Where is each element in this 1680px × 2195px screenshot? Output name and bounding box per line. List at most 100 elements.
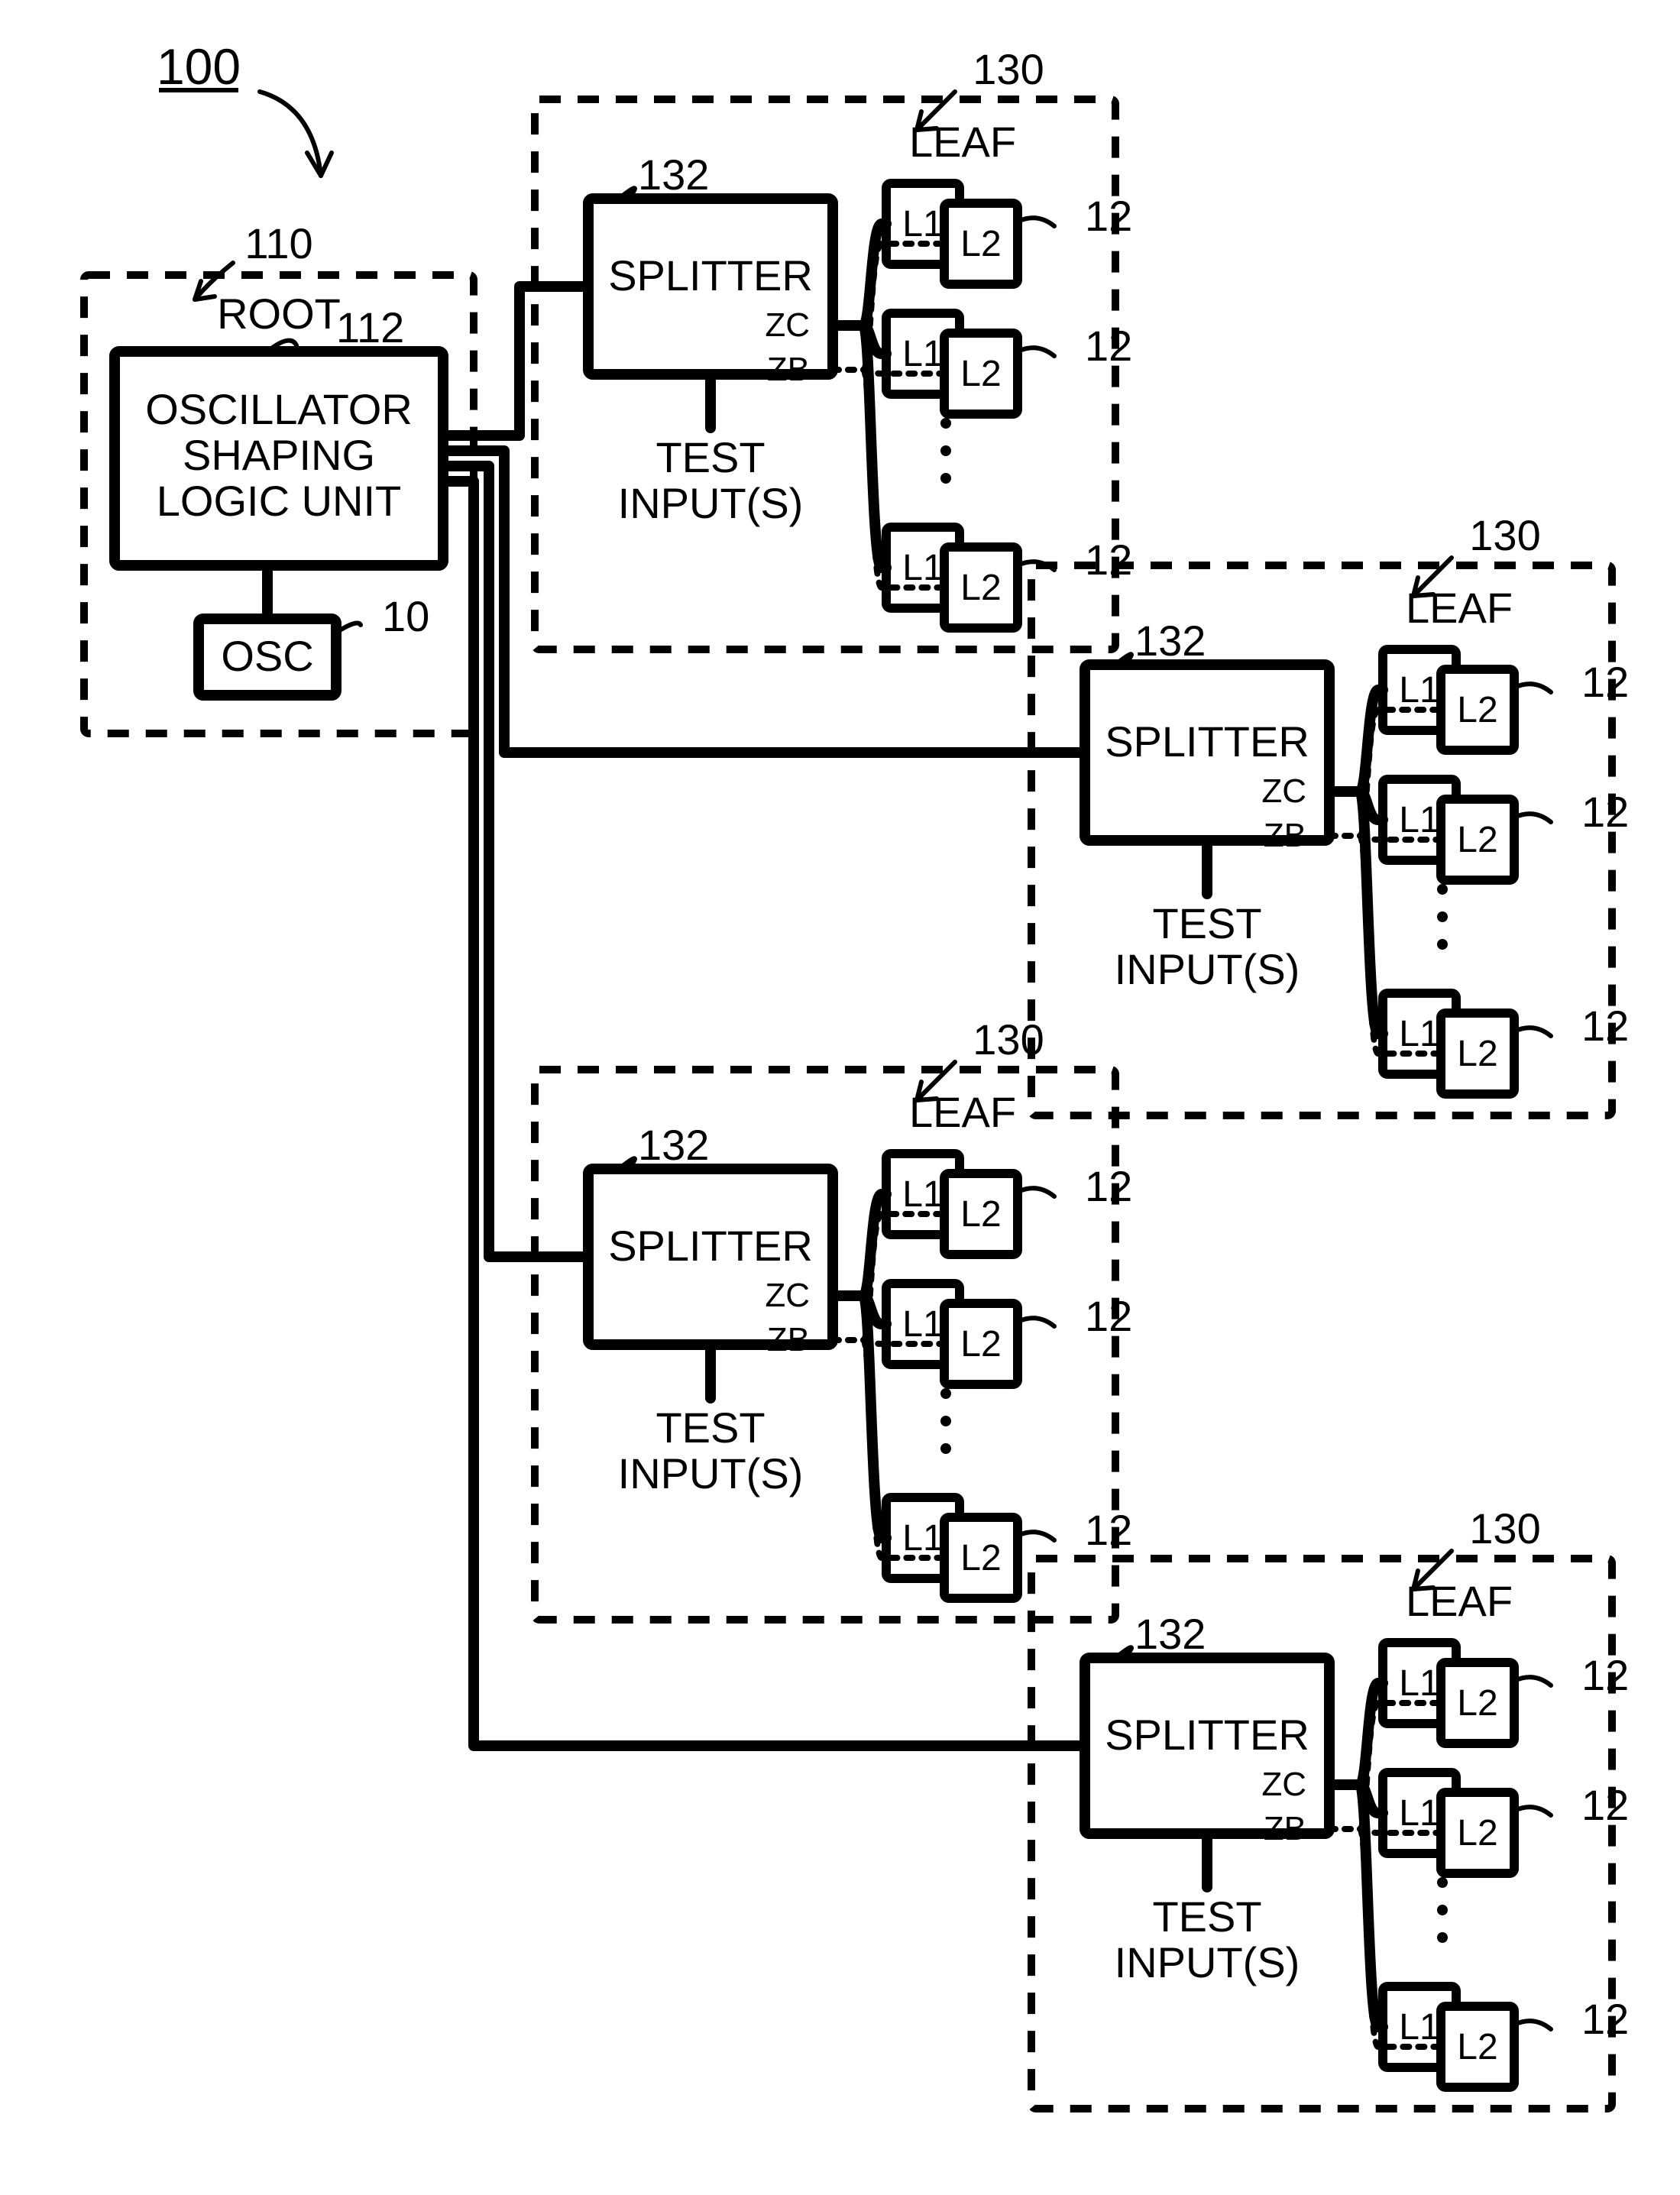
- leaf-title-1: LEAF: [1406, 584, 1513, 632]
- splitter-ref-0: 132: [638, 151, 709, 199]
- zc-2: ZC: [765, 1277, 810, 1314]
- l12-ref-0-2: 12: [1085, 536, 1132, 584]
- test2-3: INPUT(S): [1115, 1938, 1300, 1986]
- zb-1: ZB: [1264, 817, 1306, 854]
- ellipsis-0-1: [940, 445, 951, 456]
- l2-label-2-1: L2: [960, 1324, 1001, 1365]
- l12-leader-1-1: [1514, 814, 1551, 822]
- test1-1: TEST: [1152, 899, 1261, 947]
- root-ref: 110: [244, 219, 312, 267]
- l1-label-3-2: L1: [1399, 2007, 1439, 2048]
- ellipsis-1-2: [1437, 939, 1448, 950]
- root-to-leaf-2: [443, 466, 588, 1257]
- l12-ref-3-0: 12: [1581, 1651, 1629, 1699]
- zb-3: ZB: [1264, 1810, 1306, 1847]
- l12-ref-3-2: 12: [1581, 1995, 1629, 2043]
- ellipsis-1-1: [1437, 911, 1448, 922]
- l1-label-3-1: L1: [1399, 1793, 1439, 1834]
- l2-label-1-0: L2: [1457, 690, 1497, 730]
- l2-label-2-0: L2: [960, 1194, 1001, 1235]
- splitter-ref-1: 132: [1135, 617, 1206, 665]
- l12-leader-0-1: [1018, 348, 1054, 356]
- l2-label-3-2: L2: [1457, 2027, 1497, 2067]
- l12-leader-2-0: [1018, 1188, 1054, 1196]
- test1-3: TEST: [1152, 1892, 1261, 1941]
- l1-label-0-2: L1: [902, 548, 943, 588]
- splitter-ref-3: 132: [1135, 1610, 1206, 1658]
- root-title: ROOT: [217, 290, 341, 338]
- l2-label-0-0: L2: [960, 224, 1001, 264]
- osc-label: OSC: [221, 632, 313, 680]
- root-to-leaf-0: [443, 287, 588, 435]
- l12-leader-1-2: [1514, 1028, 1551, 1036]
- leaf-ref-0: 130: [973, 45, 1044, 93]
- ellipsis-2-2: [940, 1443, 951, 1454]
- l12-leader-1-0: [1514, 684, 1551, 692]
- oslu-line3: LOGIC UNIT: [157, 477, 401, 525]
- l12-ref-3-1: 12: [1581, 1781, 1629, 1829]
- l1-label-0-0: L1: [902, 204, 943, 244]
- l1-label-2-0: L1: [902, 1174, 943, 1215]
- osc-ref: 10: [382, 592, 429, 640]
- oslu-line2: SHAPING: [183, 431, 375, 479]
- l2-label-3-0: L2: [1457, 1683, 1497, 1724]
- zc-3: ZC: [1261, 1766, 1306, 1803]
- l2-label-3-1: L2: [1457, 1813, 1497, 1853]
- l1-label-1-2: L1: [1399, 1014, 1439, 1054]
- test2-2: INPUT(S): [618, 1449, 804, 1497]
- zc-1: ZC: [1261, 772, 1306, 810]
- l1-label-3-0: L1: [1399, 1663, 1439, 1704]
- l12-leader-0-0: [1018, 218, 1054, 226]
- leaf-title-2: LEAF: [909, 1088, 1016, 1136]
- ellipsis-1-0: [1437, 884, 1448, 895]
- test2-1: INPUT(S): [1115, 945, 1300, 993]
- l12-leader-2-1: [1018, 1318, 1054, 1326]
- l1-label-1-1: L1: [1399, 800, 1439, 840]
- l1-label-2-2: L1: [902, 1518, 943, 1559]
- test2-0: INPUT(S): [618, 479, 804, 527]
- oslu-line1: OSCILLATOR: [145, 385, 413, 433]
- figure-ref: 100: [157, 38, 241, 95]
- l12-ref-1-2: 12: [1581, 1002, 1629, 1050]
- l1-label-0-1: L1: [902, 334, 943, 374]
- l12-leader-3-1: [1514, 1807, 1551, 1815]
- l2-label-1-2: L2: [1457, 1034, 1497, 1074]
- leaf-ref-3: 130: [1469, 1504, 1540, 1552]
- ellipsis-3-1: [1437, 1905, 1448, 1915]
- ellipsis-3-2: [1437, 1932, 1448, 1943]
- oslu-ref: 112: [336, 303, 404, 351]
- ellipsis-0-0: [940, 418, 951, 429]
- l12-ref-1-1: 12: [1581, 788, 1629, 836]
- l1-label-2-1: L1: [902, 1304, 943, 1345]
- ellipsis-3-0: [1437, 1877, 1448, 1888]
- splitter-label-2: SPLITTER: [608, 1222, 813, 1270]
- l12-leader-3-2: [1514, 2021, 1551, 2029]
- zb-2: ZB: [767, 1321, 810, 1358]
- l1-label-1-0: L1: [1399, 670, 1439, 711]
- l12-ref-0-1: 12: [1085, 322, 1132, 370]
- l12-ref-2-2: 12: [1085, 1506, 1132, 1554]
- l2-label-0-2: L2: [960, 568, 1001, 608]
- splitter-label-0: SPLITTER: [608, 251, 813, 299]
- ellipsis-2-0: [940, 1388, 951, 1399]
- leaf-title-0: LEAF: [909, 118, 1016, 166]
- leaf-ref-1: 130: [1469, 511, 1540, 559]
- l12-ref-1-0: 12: [1581, 658, 1629, 706]
- ellipsis-2-1: [940, 1416, 951, 1426]
- zb-0: ZB: [767, 351, 810, 388]
- l12-leader-2-2: [1018, 1532, 1054, 1540]
- l12-ref-2-0: 12: [1085, 1162, 1132, 1210]
- test1-2: TEST: [655, 1403, 765, 1452]
- zc-0: ZC: [765, 306, 810, 344]
- l12-ref-0-0: 12: [1085, 192, 1132, 240]
- splitter-ref-2: 132: [638, 1121, 709, 1169]
- splitter-label-3: SPLITTER: [1105, 1711, 1309, 1759]
- splitter-label-1: SPLITTER: [1105, 717, 1309, 766]
- leaf-title-3: LEAF: [1406, 1577, 1513, 1625]
- l2-label-1-1: L2: [1457, 820, 1497, 860]
- l12-leader-3-0: [1514, 1677, 1551, 1685]
- l12-ref-2-1: 12: [1085, 1292, 1132, 1340]
- l2-label-2-2: L2: [960, 1538, 1001, 1578]
- test1-0: TEST: [655, 433, 765, 481]
- ellipsis-0-2: [940, 473, 951, 484]
